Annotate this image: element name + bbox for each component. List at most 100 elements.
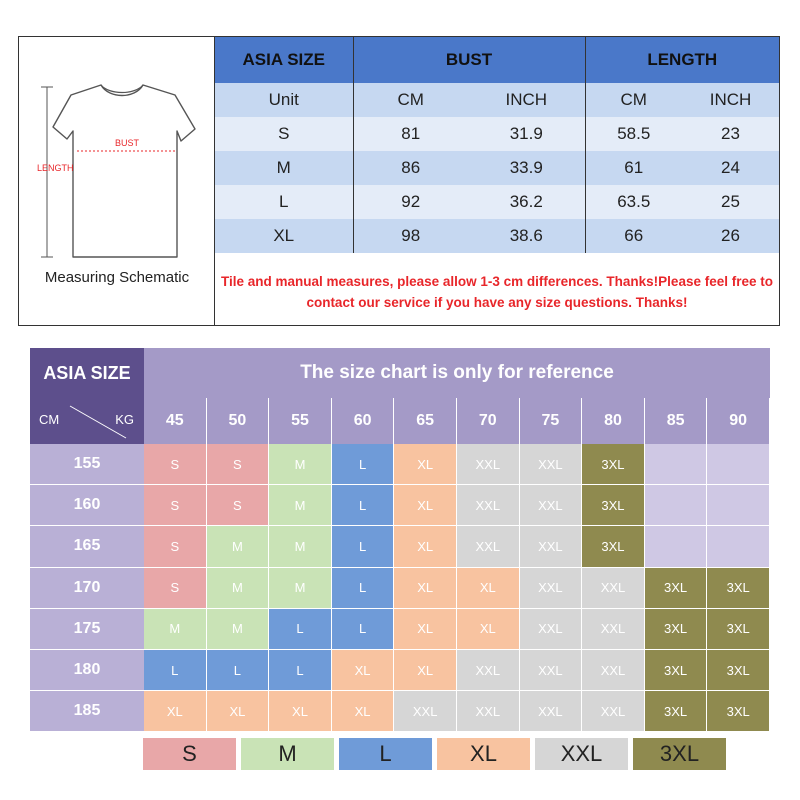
size-cell: 3XL: [707, 650, 770, 692]
size-cell: XXL: [519, 608, 583, 650]
size-cell: L: [331, 567, 395, 609]
size-cell: XL: [457, 567, 520, 609]
size-cell: XL: [144, 691, 207, 733]
length-label: LENGTH: [37, 163, 74, 173]
table-cell: S: [215, 117, 353, 151]
header-bust: BUST: [352, 37, 585, 83]
size-cell: 3XL: [582, 526, 645, 568]
size-cell: L: [206, 650, 270, 692]
legend-item: XL: [437, 738, 530, 770]
header-asia-size: ASIA SIZE: [215, 37, 353, 83]
size-cell: 3XL: [707, 567, 770, 609]
size-cell: 3XL: [644, 608, 708, 650]
size-cell: XL: [394, 650, 457, 692]
table-cell: 24: [682, 151, 780, 185]
size-cell: XL: [394, 567, 457, 609]
size-cell: M: [206, 526, 270, 568]
size-cell: L: [269, 608, 332, 650]
size-cell: XXL: [457, 691, 520, 733]
kg-header: 90: [707, 398, 770, 444]
size-cell: S: [206, 444, 270, 486]
legend-item: 3XL: [633, 738, 726, 770]
size-cell: XL: [269, 691, 332, 733]
size-cell: XXL: [394, 691, 457, 733]
table-cell: XL: [215, 219, 353, 253]
size-cell: S: [144, 526, 207, 568]
table-cell: CM: [584, 83, 682, 117]
bust-label: BUST: [115, 138, 140, 148]
kg-header: 45: [144, 398, 207, 444]
measuring-schematic: BUST LENGTH Measuring Schematic: [19, 37, 215, 325]
table-row: M 86 33.9 61 24: [215, 151, 780, 185]
table-row: L 92 36.2 63.5 25: [215, 185, 780, 219]
size-cell: 3XL: [582, 444, 645, 486]
size-cell: S: [206, 485, 270, 527]
size-cell: XXL: [582, 691, 645, 733]
kg-header: 65: [394, 398, 457, 444]
table-cell: 63.5: [584, 185, 682, 219]
kg-header: 85: [644, 398, 708, 444]
table-cell: Unit: [215, 83, 353, 117]
cm-header: 175: [30, 608, 144, 650]
legend-item: M: [241, 738, 334, 770]
size-cell: 3XL: [644, 650, 708, 692]
legend-item: L: [339, 738, 432, 770]
size-cell: L: [331, 608, 395, 650]
size-cell: M: [269, 526, 332, 568]
legend-item: XXL: [535, 738, 628, 770]
table-cell: INCH: [468, 83, 585, 117]
size-cell: M: [144, 608, 207, 650]
size-cell: M: [206, 567, 270, 609]
weight-height-size-chart: ASIA SIZE The size chart is only for ref…: [30, 348, 770, 733]
size-cell: XXL: [519, 567, 583, 609]
table-cell: 98: [352, 219, 468, 253]
table-row: S 81 31.9 58.5 23: [215, 117, 780, 151]
size-info-panel: BUST LENGTH Measuring Schematic ASIA SIZ…: [18, 36, 780, 326]
size-cell: M: [269, 485, 332, 527]
table-cell: 58.5: [584, 117, 682, 151]
legend-item: S: [143, 738, 236, 770]
size-cell: XL: [394, 526, 457, 568]
diagonal-divider-icon: [69, 405, 127, 439]
size-cell: S: [144, 444, 207, 486]
size-cell: XXL: [457, 444, 520, 486]
size-cell: 3XL: [707, 608, 770, 650]
size-cell: [644, 526, 708, 568]
size-cell: [644, 444, 708, 486]
size-cell: [707, 485, 770, 527]
size-cell: L: [144, 650, 207, 692]
table-cell: L: [215, 185, 353, 219]
size-cell: L: [331, 526, 395, 568]
table-cell: 36.2: [468, 185, 585, 219]
table-cell: 86: [352, 151, 468, 185]
size-cell: L: [331, 444, 395, 486]
kg-header: 60: [331, 398, 395, 444]
size-cell: M: [269, 444, 332, 486]
size-cell: XXL: [457, 650, 520, 692]
size-cell: [644, 485, 708, 527]
grid-title: The size chart is only for reference: [144, 348, 770, 398]
corner-kg-label: KG: [115, 412, 134, 427]
table-cell: CM: [352, 83, 468, 117]
size-cell: [707, 526, 770, 568]
kg-header: 50: [206, 398, 270, 444]
kg-header: 70: [457, 398, 520, 444]
size-cell: XL: [331, 691, 395, 733]
size-cell: XL: [457, 608, 520, 650]
table-row: Unit CM INCH CM INCH: [215, 83, 780, 117]
size-measurement-table: ASIA SIZE BUST LENGTH Unit CM INCH CM IN…: [215, 37, 780, 253]
size-cell: XL: [394, 608, 457, 650]
table-row: XL 98 38.6 66 26: [215, 219, 780, 253]
cm-header: 155: [30, 444, 144, 486]
cm-header: 180: [30, 650, 144, 692]
table-cell: 31.9: [468, 117, 585, 151]
header-length: LENGTH: [584, 37, 780, 83]
size-cell: XL: [394, 485, 457, 527]
size-cell: 3XL: [644, 567, 708, 609]
size-cell: XXL: [519, 485, 583, 527]
schematic-caption: Measuring Schematic: [44, 269, 190, 286]
table-cell: 38.6: [468, 219, 585, 253]
kg-header: 55: [269, 398, 332, 444]
table-cell: 66: [584, 219, 682, 253]
measurement-notice: Tile and manual measures, please allow 1…: [221, 274, 773, 310]
